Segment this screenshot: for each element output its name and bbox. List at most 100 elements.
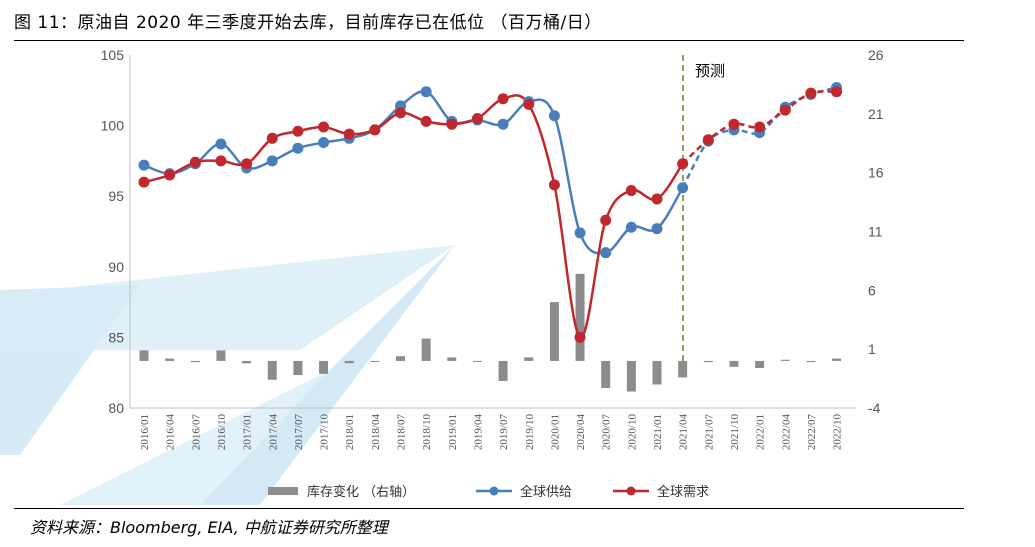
inventory-bar (729, 360, 739, 367)
demand-point (164, 169, 176, 181)
x-tick-label: 2020/04 (575, 414, 587, 451)
left-tick-label: 95 (108, 188, 124, 204)
inventory-bars (139, 273, 842, 392)
x-tick-label: 2016/01 (139, 414, 151, 450)
inventory-bar (370, 360, 380, 362)
x-tick-label: 2018/10 (421, 414, 433, 451)
demand-point (625, 185, 637, 197)
source-note: 资料来源：Bloomberg, EIA, 中航证券研究所整理 (30, 518, 388, 537)
demand-point (548, 179, 560, 191)
demand-point (420, 115, 432, 127)
x-tick-label: 2022/01 (755, 414, 767, 450)
x-tick-label: 2017/10 (319, 414, 331, 451)
x-tick-label: 2021/01 (652, 414, 664, 450)
legend-inventory-swatch (268, 487, 298, 495)
right-tick-label: 21 (868, 106, 884, 122)
right-tick-label: 1 (868, 341, 876, 357)
demand-point (395, 107, 406, 119)
forecast-annotation: 预测 (695, 62, 725, 80)
demand-point (241, 158, 253, 170)
legend-supply-marker (489, 486, 499, 496)
inventory-bar (139, 350, 149, 361)
x-tick-label: 2021/07 (703, 414, 715, 451)
demand-point (651, 193, 663, 205)
inventory-bar (293, 360, 303, 376)
right-tick-label: 11 (868, 224, 883, 240)
supply-point (215, 138, 227, 150)
demand-point (805, 87, 817, 99)
right-tick-label: 16 (868, 165, 884, 181)
demand-point (343, 128, 355, 140)
demand-point (266, 132, 278, 144)
demand-point (677, 158, 689, 170)
inventory-bar (678, 360, 688, 378)
x-tick-label: 2021/10 (729, 414, 741, 451)
demand-point (779, 104, 791, 116)
supply-point (138, 159, 150, 171)
legend-demand-label: 全球需求 (657, 484, 709, 500)
demand-point (600, 214, 612, 226)
figure-title: 图 11：原油自 2020 年三季度开始去库，目前库存已在低位 （百万桶/日） (14, 13, 602, 33)
inventory-bar (755, 360, 765, 368)
supply-point (574, 227, 586, 239)
x-tick-label: 2020/01 (549, 414, 561, 450)
supply-point (651, 223, 663, 235)
x-tick-label: 2019/04 (472, 414, 484, 451)
inventory-bar (549, 302, 559, 361)
left-tick-label: 85 (108, 329, 124, 345)
legend-demand-marker (626, 486, 636, 496)
right-tick-label: 26 (868, 47, 884, 63)
demand-point (369, 124, 381, 136)
inventory-bar (421, 338, 431, 361)
inventory-bar (344, 360, 354, 364)
left-tick-label: 105 (101, 47, 125, 63)
legend: 库存变化 （右轴） 全球供给 全球需求 (268, 484, 709, 500)
supply-point (266, 155, 278, 167)
x-tick-label: 2019/10 (524, 414, 536, 451)
left-axis-ticks: 80 85 90 95 100 105 (101, 47, 125, 416)
left-tick-label: 100 (101, 118, 125, 134)
demand-point (292, 125, 304, 137)
demand-point (523, 98, 535, 110)
inventory-bar (652, 360, 662, 385)
x-tick-label: 2022/04 (780, 414, 792, 451)
x-tick-label: 2017/04 (267, 414, 279, 451)
demand-point (728, 118, 740, 130)
demand-point (138, 176, 150, 188)
x-tick-label: 2020/10 (626, 414, 638, 451)
x-tick-label: 2017/07 (293, 414, 305, 451)
inventory-bar (267, 360, 277, 380)
inventory-bar (575, 273, 585, 361)
inventory-bar (703, 360, 713, 363)
demand-point (497, 93, 509, 105)
legend-inventory-label: 库存变化 （右轴） (307, 484, 415, 500)
inventory-bar (216, 350, 226, 361)
inventory-bar (190, 360, 200, 363)
inventory-bar (626, 360, 636, 392)
x-tick-label: 2022/10 (832, 414, 844, 451)
x-tick-label: 2021/04 (678, 414, 690, 451)
x-tick-label: 2016/04 (165, 414, 177, 451)
supply-line-history (143, 90, 684, 255)
demand-point (318, 121, 330, 133)
supply-point (420, 86, 432, 98)
watermark-logo (0, 245, 455, 505)
inventory-bar (498, 360, 508, 381)
demand-point (574, 331, 586, 343)
supply-point (497, 118, 509, 130)
x-tick-label: 2022/07 (806, 414, 818, 451)
demand-point (446, 118, 458, 130)
x-tick-label: 2018/04 (370, 414, 382, 451)
demand-point (702, 134, 714, 146)
inventory-bar (447, 357, 457, 361)
inventory-bar (165, 358, 175, 361)
legend-supply-label: 全球供给 (520, 484, 572, 500)
demand-point (831, 86, 843, 98)
inventory-bar (601, 360, 611, 388)
demand-point (215, 155, 227, 167)
x-tick-label: 2016/10 (216, 414, 228, 451)
supply-point (625, 221, 637, 233)
x-tick-label: 2016/07 (190, 414, 202, 451)
